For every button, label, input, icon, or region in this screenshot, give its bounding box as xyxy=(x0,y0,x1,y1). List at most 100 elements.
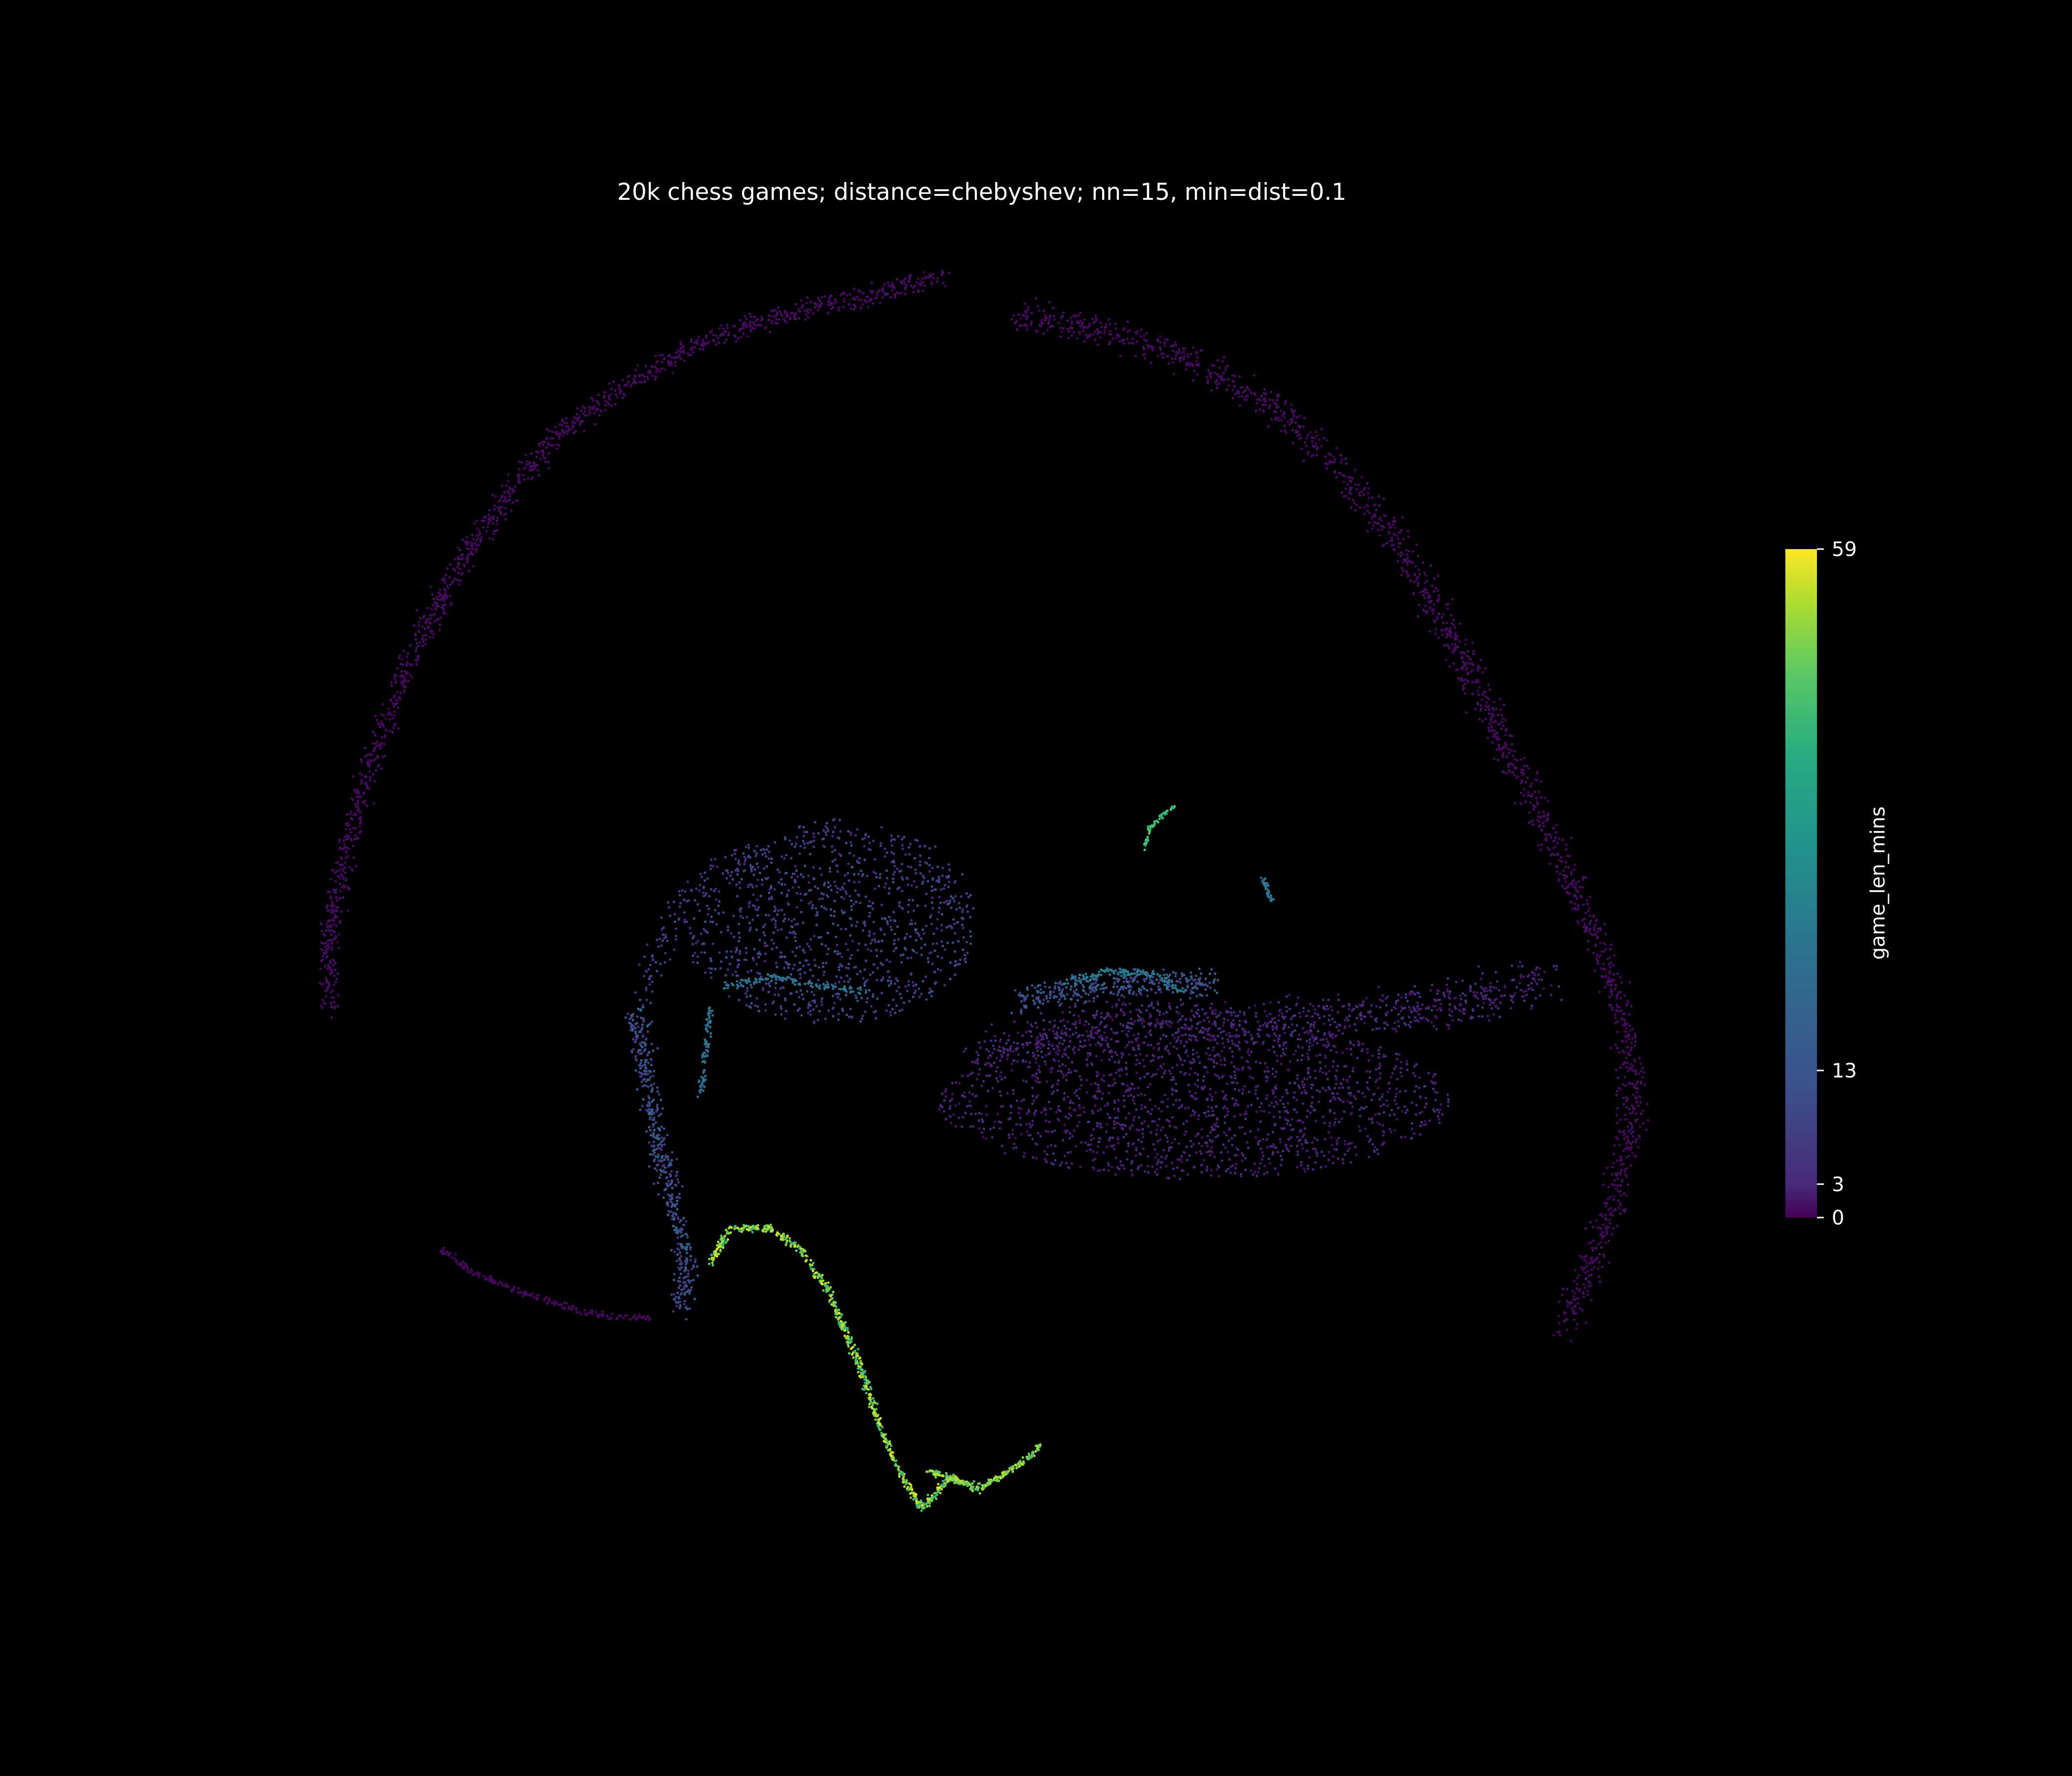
data-point xyxy=(1575,1327,1578,1330)
data-point xyxy=(924,975,927,978)
data-point xyxy=(840,956,843,959)
data-point xyxy=(660,1112,663,1115)
data-point xyxy=(726,987,729,990)
data-point xyxy=(751,904,754,907)
data-point xyxy=(930,283,933,286)
data-point xyxy=(333,923,335,925)
data-point xyxy=(887,281,889,284)
data-point xyxy=(794,312,798,315)
data-point xyxy=(355,864,358,867)
data-point xyxy=(1143,347,1146,351)
data-point xyxy=(443,604,445,607)
data-point xyxy=(1520,780,1523,783)
data-point xyxy=(845,841,848,845)
data-point xyxy=(450,1256,453,1259)
data-point xyxy=(962,936,965,939)
data-point xyxy=(529,1295,532,1297)
data-point xyxy=(443,594,445,597)
data-point xyxy=(878,289,881,292)
data-point xyxy=(1625,1100,1628,1103)
data-point xyxy=(326,904,329,907)
data-point xyxy=(803,846,806,849)
data-point xyxy=(516,474,519,477)
data-point xyxy=(1143,334,1146,337)
data-point xyxy=(940,924,943,926)
data-point xyxy=(780,855,783,858)
data-point xyxy=(852,990,855,993)
data-point xyxy=(1072,331,1075,334)
data-point xyxy=(756,862,759,865)
data-point xyxy=(638,999,641,1001)
data-point xyxy=(849,987,851,990)
data-point xyxy=(852,903,855,906)
data-point xyxy=(724,330,727,333)
data-point xyxy=(948,272,951,275)
data-point xyxy=(646,375,649,378)
data-point xyxy=(423,628,426,630)
data-point xyxy=(880,979,883,982)
data-point xyxy=(785,312,788,315)
data-point xyxy=(656,1137,659,1140)
data-point xyxy=(1630,1068,1633,1071)
data-point xyxy=(816,1019,819,1022)
data-point xyxy=(802,840,805,843)
data-point xyxy=(498,506,501,509)
data-point xyxy=(1602,1184,1605,1186)
data-point xyxy=(957,940,960,943)
data-point xyxy=(946,941,949,944)
data-point xyxy=(1577,904,1580,907)
data-point xyxy=(922,281,925,284)
data-point xyxy=(1636,1080,1639,1083)
data-point xyxy=(1183,358,1185,361)
data-point xyxy=(835,864,838,867)
data-point xyxy=(750,884,753,887)
data-point xyxy=(1583,1258,1586,1261)
data-point xyxy=(893,939,896,942)
data-point xyxy=(1290,403,1293,406)
data-point xyxy=(330,877,333,881)
data-point xyxy=(330,938,333,941)
data-point xyxy=(674,1184,677,1186)
data-point xyxy=(679,349,682,352)
data-point xyxy=(332,996,335,999)
data-point xyxy=(1397,537,1400,540)
data-point xyxy=(333,930,336,933)
data-point xyxy=(493,504,496,507)
data-point xyxy=(759,953,762,956)
data-point xyxy=(1554,831,1557,834)
data-point xyxy=(1536,801,1539,804)
data-point xyxy=(1258,408,1261,411)
data-point xyxy=(459,557,462,560)
data-point xyxy=(672,900,675,903)
data-point xyxy=(855,997,858,999)
data-point xyxy=(768,914,771,917)
data-point xyxy=(1108,342,1110,346)
data-point xyxy=(1613,1184,1616,1186)
data-point xyxy=(1243,398,1246,401)
data-point xyxy=(709,867,712,871)
data-point xyxy=(909,923,912,925)
data-point xyxy=(391,717,394,720)
data-point xyxy=(1591,1268,1593,1271)
data-point xyxy=(667,1180,670,1183)
data-point xyxy=(1565,848,1568,851)
data-point xyxy=(908,999,911,1003)
data-point xyxy=(1593,928,1596,931)
data-point xyxy=(1517,775,1519,778)
data-point xyxy=(964,957,967,960)
data-point xyxy=(336,1004,339,1007)
data-point xyxy=(895,291,898,295)
data-point xyxy=(962,948,964,951)
data-point xyxy=(679,1305,682,1308)
data-point xyxy=(490,1279,493,1282)
data-point xyxy=(1646,1103,1649,1106)
data-point xyxy=(770,315,773,318)
data-point xyxy=(706,931,709,934)
data-point xyxy=(1501,717,1504,720)
data-point xyxy=(1478,718,1481,721)
data-point xyxy=(1554,836,1557,839)
data-point xyxy=(1520,768,1523,771)
data-point xyxy=(744,846,747,849)
data-point xyxy=(807,308,810,311)
data-point xyxy=(1348,479,1351,482)
